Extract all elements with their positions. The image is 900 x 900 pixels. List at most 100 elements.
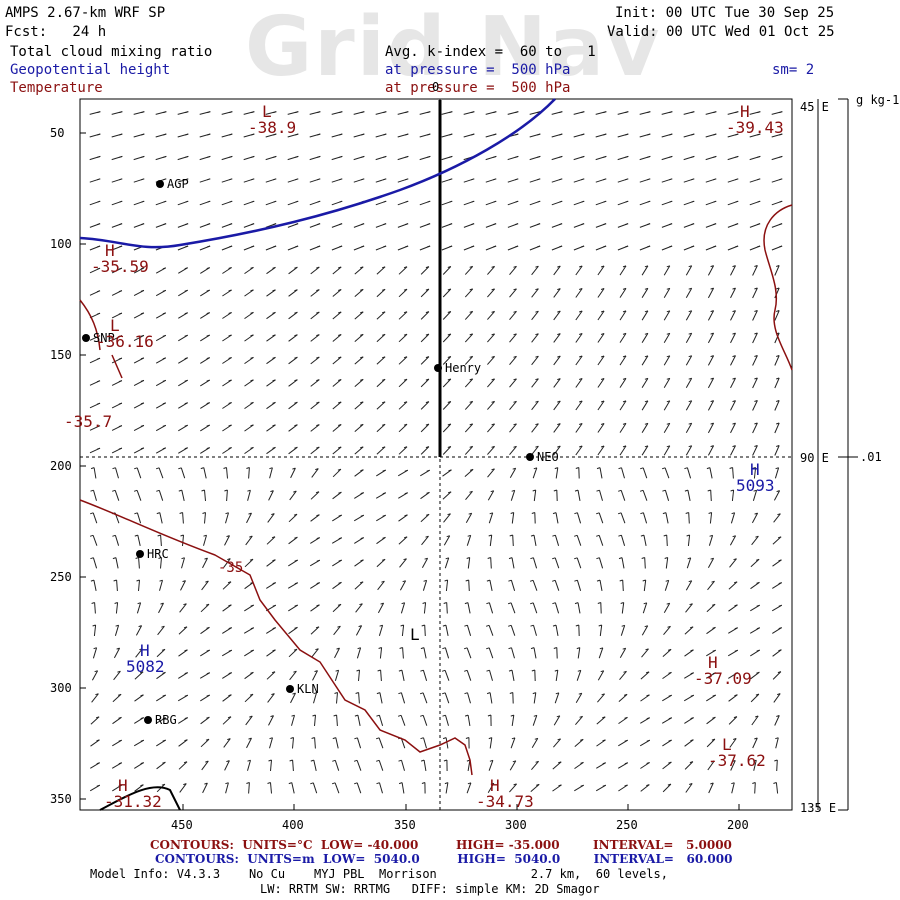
wind-barb <box>178 649 188 657</box>
init-time: Init: 00 UTC Tue 30 Sep 25 <box>615 5 835 21</box>
wind-barb <box>180 467 186 479</box>
wind-barb <box>288 356 298 365</box>
wind-barb-flag <box>756 581 760 584</box>
wind-barb-flag <box>381 423 386 426</box>
wind-barb-flag <box>730 489 734 492</box>
wind-barb <box>598 647 604 659</box>
wind-barb-flag <box>596 489 600 492</box>
wind-barb-flag <box>272 356 276 359</box>
wind-barb <box>489 580 493 591</box>
wind-barb <box>511 670 515 681</box>
wind-barb <box>268 490 274 501</box>
wind-barb <box>244 379 254 387</box>
wind-barb-flag <box>776 715 780 717</box>
wind-barb-flag <box>469 265 473 268</box>
wind-barb-flag <box>513 333 517 336</box>
wind-barb-flag <box>138 625 142 628</box>
wind-barb <box>509 760 517 771</box>
wind-barb <box>622 579 624 592</box>
wind-barb-flag <box>180 534 184 537</box>
wind-barb-flag <box>735 178 739 181</box>
station-marker[interactable] <box>82 334 90 342</box>
wind-barb <box>531 738 539 748</box>
wind-barb <box>203 467 207 479</box>
wind-barb <box>685 355 693 366</box>
wind-barb <box>708 535 714 546</box>
wind-barb-flag <box>734 672 738 675</box>
wind-barb <box>487 288 495 298</box>
wind-barb-flag <box>339 200 343 203</box>
wind-barb-flag <box>160 602 164 605</box>
wind-barb-flag <box>161 648 166 651</box>
wind-barb <box>641 288 649 298</box>
wind-barb-flag <box>140 739 144 742</box>
station-marker[interactable] <box>434 364 442 372</box>
wind-barb <box>596 716 606 725</box>
wind-barb <box>398 266 408 275</box>
wind-barb <box>291 782 295 794</box>
wind-barb <box>421 535 429 546</box>
wind-barb-flag <box>295 133 299 136</box>
wind-barb-flag <box>250 289 254 292</box>
wind-barb-flag <box>183 626 188 629</box>
station-marker[interactable] <box>136 550 144 558</box>
wind-barb <box>179 783 187 793</box>
wind-barb <box>377 580 385 591</box>
wind-barb <box>577 602 581 614</box>
wind-barb-flag <box>118 716 122 719</box>
extremum-type: H <box>708 653 718 672</box>
wind-barb-flag <box>754 400 758 402</box>
wind-barb <box>288 289 298 297</box>
wind-barb-flag <box>491 445 495 448</box>
wind-barb <box>509 310 517 321</box>
wind-barb-flag <box>96 380 101 383</box>
station-label: AGP <box>167 177 189 191</box>
wind-barb-flag <box>757 200 761 203</box>
station-marker[interactable] <box>144 716 152 724</box>
wind-barb <box>92 647 98 659</box>
wind-barb <box>619 333 627 343</box>
wind-barb <box>643 535 647 546</box>
wind-barb-flag <box>486 692 491 695</box>
wind-barb <box>332 311 342 320</box>
wind-barb-flag <box>665 579 669 582</box>
wind-barb <box>266 424 276 432</box>
wind-barb-flag <box>273 155 277 158</box>
wind-barb-flag <box>140 402 145 405</box>
wind-barb-flag <box>246 782 250 784</box>
station-marker[interactable] <box>156 180 164 188</box>
wind-barb-flag <box>205 603 210 606</box>
wind-barb-flag <box>493 178 497 181</box>
wind-barb-flag <box>317 111 321 114</box>
wind-barb-flag <box>141 155 145 158</box>
wind-barb-flag <box>644 287 649 290</box>
wind-barb-flag <box>535 355 539 358</box>
wind-barb-flag <box>754 265 758 267</box>
wind-barb-flag <box>492 223 497 226</box>
wind-barb <box>685 445 693 456</box>
wind-barb-flag <box>184 289 188 292</box>
station-marker[interactable] <box>526 453 534 461</box>
wind-barb <box>467 692 471 704</box>
wind-barb-flag <box>735 200 739 203</box>
wind-barb-flag <box>95 716 100 719</box>
wind-barb-flag <box>508 557 513 560</box>
wind-barb-flag <box>644 625 648 628</box>
wind-barb <box>266 311 276 320</box>
wind-barb-flag <box>536 245 541 248</box>
wind-barb <box>310 424 320 432</box>
wind-barb-flag <box>710 422 714 425</box>
extremum-type: L <box>262 102 272 121</box>
wind-barb-flag <box>381 558 386 561</box>
wind-barb-flag <box>140 424 145 427</box>
wind-barb-flag <box>185 178 189 181</box>
station-marker[interactable] <box>286 685 294 693</box>
wind-barb-flag <box>114 602 118 604</box>
wind-barb-flag <box>404 492 408 495</box>
wind-barb-flag <box>713 178 717 181</box>
wind-barb-flag <box>313 692 317 695</box>
wind-barb-flag <box>554 669 558 672</box>
wind-barb <box>576 535 582 546</box>
wind-barb-flag <box>690 649 694 652</box>
wind-barb <box>641 355 649 366</box>
